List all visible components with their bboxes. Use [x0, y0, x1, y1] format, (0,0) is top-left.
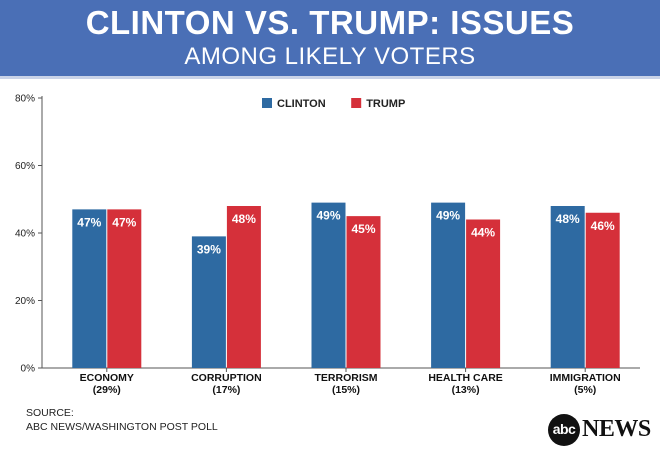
x-tick-label: HEALTH CARE: [428, 372, 502, 384]
bar: [191, 236, 226, 368]
bar-value-label: 48%: [556, 212, 580, 226]
bar-value-label: 49%: [316, 209, 340, 223]
bar: [431, 202, 466, 368]
legend-label: CLINTON: [277, 98, 326, 110]
x-tick-share-label: (5%): [574, 384, 596, 396]
abc-logo-icon: abc: [548, 414, 580, 446]
bar: [311, 202, 346, 368]
legend-swatch: [262, 98, 272, 108]
x-tick-label: CORRUPTION: [191, 372, 262, 384]
x-tick-label: IMMIGRATION: [550, 372, 621, 384]
legend-label: TRUMP: [366, 98, 405, 110]
legend-swatch: [351, 98, 362, 108]
source-label: SOURCE:: [26, 407, 74, 419]
y-tick-label: 20%: [15, 296, 35, 307]
bar: [107, 209, 142, 368]
header-divider: [0, 76, 660, 79]
bar-value-label: 47%: [112, 215, 136, 229]
bar: [585, 212, 620, 368]
y-tick-label: 40%: [15, 229, 35, 240]
y-tick-label: 0%: [21, 364, 36, 375]
x-tick-share-label: (29%): [93, 384, 121, 396]
source-text: ABC NEWS/WASHINGTON POST POLL: [26, 421, 218, 433]
bar-value-label: 45%: [351, 222, 375, 236]
bar: [550, 206, 585, 368]
source-note: SOURCE: ABC NEWS/WASHINGTON POST POLL: [26, 406, 218, 434]
bar: [226, 206, 261, 368]
bar-value-label: 49%: [436, 209, 460, 223]
chart-subtitle: AMONG LIKELY VOTERS: [184, 43, 476, 70]
y-tick-label: 60%: [15, 161, 35, 172]
x-tick-share-label: (15%): [332, 384, 360, 396]
y-tick-label: 80%: [15, 94, 35, 105]
news-wordmark: NEWS: [582, 416, 651, 442]
bar-value-label: 44%: [471, 226, 495, 240]
title-banner: CLINTON VS. TRUMP: ISSUES AMONG LIKELY V…: [0, 0, 660, 76]
x-tick-share-label: (17%): [212, 384, 240, 396]
x-tick-share-label: (13%): [452, 384, 480, 396]
bar: [466, 219, 501, 368]
bar-value-label: 48%: [232, 212, 256, 226]
bar-value-label: 39%: [197, 242, 221, 256]
bar-value-label: 46%: [591, 219, 615, 233]
x-tick-label: TERRORISM: [315, 372, 378, 384]
bar-value-label: 47%: [77, 215, 101, 229]
x-tick-label: ECONOMY: [80, 372, 134, 384]
bar: [346, 216, 381, 368]
bar: [72, 209, 107, 368]
chart-title: CLINTON VS. TRUMP: ISSUES: [85, 4, 575, 41]
